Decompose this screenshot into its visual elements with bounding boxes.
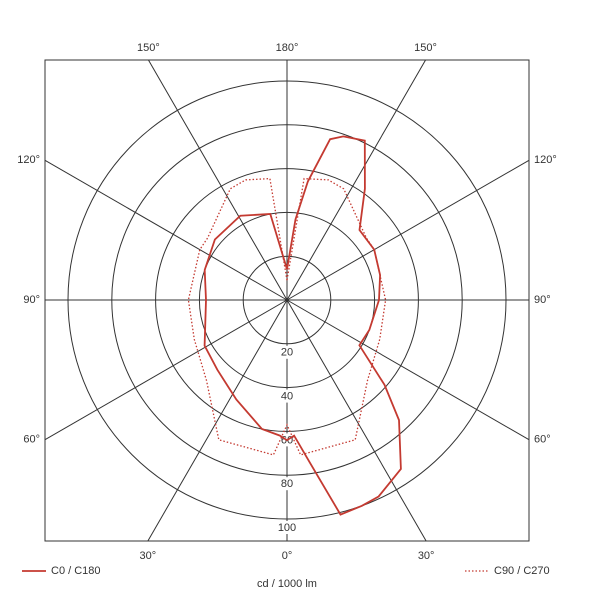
angle-label: 180° (276, 42, 299, 54)
range-label-bg (277, 477, 297, 491)
light-curve (187, 177, 387, 456)
legend-label: C0 / C180 (51, 565, 101, 577)
angle-label: 30° (140, 550, 157, 562)
angle-label: 90° (23, 294, 40, 306)
range-circle (198, 211, 376, 389)
spoke (44, 299, 288, 441)
range-label: 40 (281, 391, 293, 403)
angle-label: 120° (534, 154, 557, 166)
legend-label: C90 / C270 (494, 565, 550, 577)
range-label: 80 (281, 478, 293, 490)
spoke (44, 159, 288, 301)
range-circle (242, 255, 332, 345)
spoke (286, 159, 530, 301)
spoke (286, 59, 426, 301)
spoke (147, 299, 288, 542)
range-circle (155, 168, 419, 432)
angle-label: 90° (534, 294, 551, 306)
angle-label: 150° (137, 42, 160, 54)
range-label-bg (277, 521, 297, 534)
range-label-bg (277, 389, 297, 403)
range-circle (67, 80, 507, 520)
spoke (286, 299, 530, 441)
spoke (286, 299, 427, 542)
angle-label: 0° (282, 550, 293, 562)
angle-label: 30° (418, 550, 435, 562)
range-circle (111, 124, 463, 476)
angle-label: 150° (414, 42, 437, 54)
axis-label: cd / 1000 lm (257, 578, 317, 590)
range-label-bg (277, 345, 297, 359)
angle-label: 60° (534, 434, 551, 446)
light-curve (203, 135, 402, 516)
angle-label: 60° (23, 434, 40, 446)
range-label: 20 (281, 347, 293, 359)
spoke (148, 59, 288, 301)
range-label: 100 (278, 522, 296, 534)
angle-label: 120° (17, 154, 40, 166)
